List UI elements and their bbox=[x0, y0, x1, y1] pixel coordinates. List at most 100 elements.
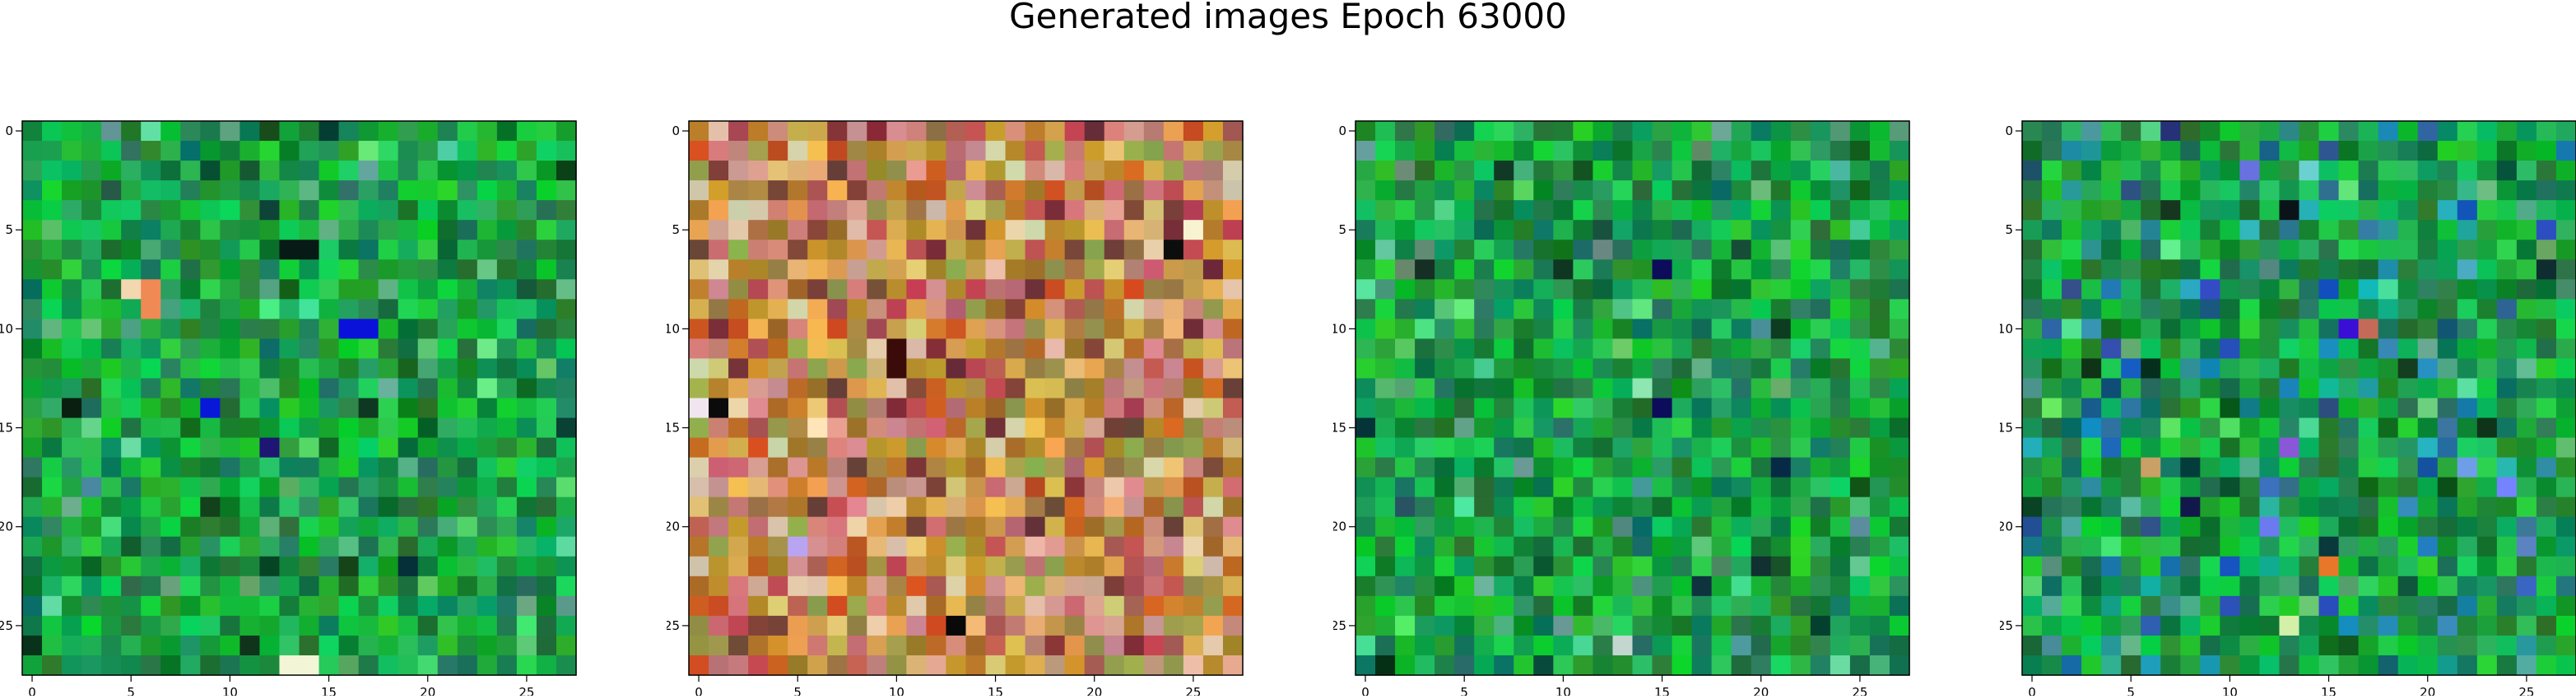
heatmap-cell bbox=[2239, 398, 2261, 419]
heatmap-cell bbox=[299, 299, 320, 319]
heatmap-cell bbox=[2358, 437, 2379, 459]
heatmap-cell bbox=[728, 417, 749, 439]
heatmap-cell bbox=[2437, 556, 2458, 577]
heatmap-cell bbox=[2022, 655, 2043, 676]
heatmap-cell bbox=[299, 556, 320, 577]
heatmap-cell bbox=[2397, 259, 2419, 280]
heatmap-cell bbox=[1163, 417, 1184, 439]
heatmap-cell bbox=[1553, 378, 1574, 399]
heatmap-cell bbox=[536, 516, 557, 538]
heatmap-cell bbox=[2101, 595, 2122, 617]
heatmap-cell bbox=[1454, 259, 1475, 280]
heatmap-cell bbox=[2220, 457, 2240, 478]
heatmap-cell bbox=[2200, 417, 2220, 439]
heatmap-cell bbox=[1810, 615, 1831, 636]
heatmap-cell bbox=[417, 279, 439, 300]
heatmap-cell bbox=[847, 496, 867, 518]
heatmap-cell bbox=[2101, 358, 2122, 380]
heatmap-cell bbox=[2417, 259, 2439, 280]
heatmap-cell bbox=[2200, 595, 2220, 617]
heatmap-cell bbox=[1143, 417, 1165, 439]
heatmap-cell bbox=[2338, 279, 2360, 300]
heatmap-cell bbox=[2318, 516, 2340, 538]
heatmap-cell bbox=[1454, 595, 1475, 617]
heatmap-cell bbox=[807, 516, 828, 538]
heatmap-cell bbox=[2299, 259, 2320, 280]
heatmap-cell bbox=[1494, 576, 1514, 597]
x-tick-label: 10 bbox=[1555, 685, 1571, 696]
heatmap-cell bbox=[1084, 259, 1105, 280]
heatmap-cell bbox=[536, 635, 557, 656]
heatmap-cell bbox=[1751, 556, 1772, 577]
heatmap-cell bbox=[1434, 398, 1455, 419]
heatmap-cell bbox=[906, 516, 928, 538]
heatmap-cell bbox=[141, 378, 161, 399]
heatmap-cell bbox=[965, 161, 987, 181]
heatmap-cell bbox=[2496, 259, 2518, 280]
heatmap-cell bbox=[1434, 279, 1455, 300]
heatmap-cell bbox=[2397, 457, 2419, 478]
heatmap-cell bbox=[2101, 635, 2122, 656]
heatmap-cell bbox=[220, 299, 240, 319]
heatmap-cell bbox=[1790, 457, 1811, 478]
heatmap-cell bbox=[1494, 398, 1514, 419]
heatmap-cell bbox=[477, 457, 498, 478]
heatmap-cell bbox=[239, 437, 261, 459]
heatmap-cell bbox=[2160, 457, 2181, 478]
heatmap-cell bbox=[62, 240, 82, 260]
heatmap-cell bbox=[1889, 536, 1910, 557]
heatmap-cell bbox=[398, 417, 419, 439]
heatmap-cell bbox=[1672, 615, 1693, 636]
heatmap-cell bbox=[1104, 240, 1125, 260]
heatmap-cell bbox=[1084, 595, 1105, 617]
heatmap-cell bbox=[788, 141, 808, 161]
heatmap-cell bbox=[101, 358, 122, 380]
heatmap-cell bbox=[2378, 299, 2399, 319]
heatmap-cell bbox=[1731, 378, 1752, 399]
heatmap-cell bbox=[906, 457, 928, 478]
heatmap-cell bbox=[906, 398, 928, 419]
heatmap-cell bbox=[101, 141, 122, 161]
heatmap-cell bbox=[299, 259, 320, 280]
heatmap-cell bbox=[1810, 279, 1831, 300]
heatmap-cell bbox=[1183, 655, 1204, 676]
heatmap-cell bbox=[906, 141, 928, 161]
heatmap-cell bbox=[239, 496, 261, 518]
heatmap-cell bbox=[2279, 576, 2300, 597]
heatmap-cell bbox=[867, 180, 887, 201]
heatmap-cell bbox=[2338, 496, 2360, 518]
heatmap-cell bbox=[2081, 141, 2102, 161]
heatmap-cell bbox=[2141, 319, 2161, 339]
heatmap-cell bbox=[1889, 279, 1910, 300]
heatmap-cell bbox=[1084, 279, 1105, 300]
heatmap-cell bbox=[2081, 279, 2102, 300]
heatmap-cell bbox=[2220, 496, 2240, 518]
heatmap-cell bbox=[1163, 141, 1184, 161]
heatmap-cell bbox=[748, 398, 769, 419]
heatmap-cell bbox=[1711, 398, 1732, 419]
heatmap-cell bbox=[1711, 437, 1732, 459]
heatmap-cell bbox=[457, 240, 478, 260]
heatmap-cell bbox=[1183, 338, 1204, 360]
heatmap-cell bbox=[1143, 398, 1165, 419]
heatmap-cell bbox=[1183, 457, 1204, 478]
heatmap-cell bbox=[1084, 417, 1105, 439]
heatmap-cell bbox=[101, 576, 122, 597]
heatmap-cell bbox=[1632, 556, 1653, 577]
heatmap-cell bbox=[1593, 536, 1614, 557]
heatmap-cell bbox=[1044, 220, 1066, 240]
heatmap-cell bbox=[2397, 161, 2419, 181]
heatmap-cell bbox=[1751, 259, 1772, 280]
y-tick-label: 25 bbox=[2000, 618, 2013, 633]
heatmap-cell bbox=[1672, 556, 1693, 577]
heatmap-cell bbox=[279, 496, 300, 518]
heatmap-cell bbox=[2279, 457, 2300, 478]
heatmap-cell bbox=[2160, 121, 2181, 142]
heatmap-cell bbox=[748, 200, 769, 221]
heatmap-cell bbox=[1395, 655, 1416, 676]
heatmap-cell bbox=[1612, 496, 1634, 518]
heatmap-cell bbox=[867, 516, 887, 538]
heatmap-cell bbox=[1751, 437, 1772, 459]
heatmap-cell bbox=[2457, 417, 2478, 439]
heatmap-cell bbox=[1163, 536, 1184, 557]
